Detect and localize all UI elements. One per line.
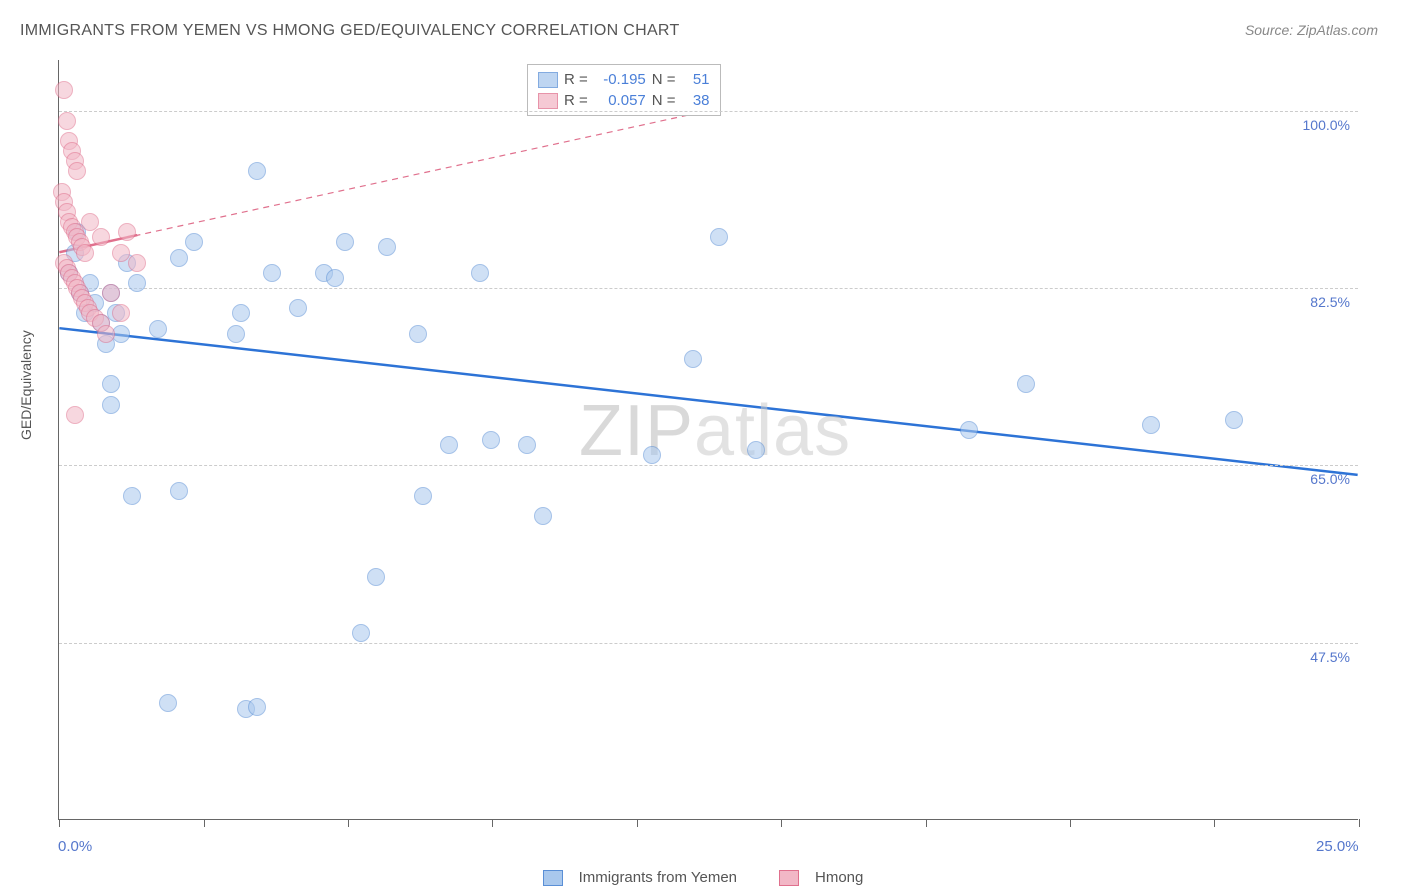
watermark-zip: ZIP	[579, 391, 694, 471]
y-tick-label: 82.5%	[1310, 294, 1350, 310]
gridline-h	[59, 465, 1358, 466]
legend-n-value: 38	[682, 92, 710, 109]
legend-label-yemen: Immigrants from Yemen	[579, 869, 737, 886]
scatter-plot-area: ZIPatlas R = -0.195 N = 51 R = 0.057 N =…	[58, 60, 1358, 820]
x-tick-label-max: 25.0%	[1316, 838, 1359, 855]
x-tick	[637, 819, 638, 827]
data-point-hmong	[76, 244, 94, 262]
x-tick	[348, 819, 349, 827]
data-point-yemen	[534, 507, 552, 525]
data-point-yemen	[747, 441, 765, 459]
data-point-yemen	[482, 431, 500, 449]
data-point-yemen	[1225, 411, 1243, 429]
x-tick-label-min: 0.0%	[58, 838, 92, 855]
x-tick	[1359, 819, 1360, 827]
data-point-hmong	[102, 284, 120, 302]
gridline-h	[59, 643, 1358, 644]
data-point-yemen	[710, 228, 728, 246]
data-point-yemen	[326, 269, 344, 287]
legend-swatch-hmong	[779, 870, 799, 886]
x-tick	[59, 819, 60, 827]
data-point-yemen	[263, 264, 281, 282]
x-tick	[204, 819, 205, 827]
data-point-yemen	[289, 299, 307, 317]
data-point-yemen	[128, 274, 146, 292]
data-point-hmong	[66, 406, 84, 424]
data-point-hmong	[55, 81, 73, 99]
y-tick-label: 100.0%	[1303, 117, 1350, 133]
legend-row-yemen: R = -0.195 N = 51	[538, 69, 710, 90]
data-point-yemen	[248, 162, 266, 180]
source-value: ZipAtlas.com	[1297, 22, 1378, 38]
data-point-yemen	[440, 436, 458, 454]
data-point-hmong	[128, 254, 146, 272]
data-point-yemen	[518, 436, 536, 454]
data-point-yemen	[1142, 416, 1160, 434]
x-tick	[1070, 819, 1071, 827]
data-point-yemen	[123, 487, 141, 505]
legend-n-value: 51	[682, 71, 710, 88]
data-point-yemen	[471, 264, 489, 282]
correlation-legend: R = -0.195 N = 51 R = 0.057 N = 38	[527, 64, 721, 116]
data-point-yemen	[336, 233, 354, 251]
legend-swatch	[538, 72, 558, 88]
data-point-yemen	[643, 446, 661, 464]
y-tick-label: 65.0%	[1310, 471, 1350, 487]
legend-swatch	[538, 93, 558, 109]
gridline-h	[59, 288, 1358, 289]
gridline-h	[59, 111, 1358, 112]
data-point-yemen	[414, 487, 432, 505]
legend-row-hmong: R = 0.057 N = 38	[538, 90, 710, 111]
chart-title: IMMIGRANTS FROM YEMEN VS HMONG GED/EQUIV…	[20, 22, 680, 40]
x-tick	[781, 819, 782, 827]
data-point-yemen	[352, 624, 370, 642]
data-point-yemen	[232, 304, 250, 322]
legend-r-value: -0.195	[594, 71, 646, 88]
source-attribution: Source: ZipAtlas.com	[1245, 22, 1378, 38]
data-point-hmong	[118, 223, 136, 241]
legend-label-hmong: Hmong	[815, 869, 863, 886]
series-legend: Immigrants from Yemen Hmong	[0, 869, 1406, 886]
data-point-hmong	[112, 304, 130, 322]
data-point-yemen	[102, 375, 120, 393]
data-point-yemen	[1017, 375, 1035, 393]
x-tick	[1214, 819, 1215, 827]
y-axis-title: GED/Equivalency	[18, 330, 34, 440]
data-point-yemen	[684, 350, 702, 368]
legend-swatch-yemen	[543, 870, 563, 886]
data-point-yemen	[378, 238, 396, 256]
data-point-yemen	[112, 325, 130, 343]
data-point-hmong	[92, 228, 110, 246]
legend-r-value: 0.057	[594, 92, 646, 109]
watermark: ZIPatlas	[579, 390, 851, 472]
data-point-hmong	[97, 325, 115, 343]
data-point-yemen	[170, 482, 188, 500]
watermark-atlas: atlas	[694, 391, 851, 471]
data-point-yemen	[248, 698, 266, 716]
data-point-hmong	[58, 112, 76, 130]
x-tick	[926, 819, 927, 827]
data-point-hmong	[68, 162, 86, 180]
data-point-yemen	[367, 568, 385, 586]
y-tick-label: 47.5%	[1310, 649, 1350, 665]
data-point-yemen	[170, 249, 188, 267]
data-point-yemen	[960, 421, 978, 439]
data-point-yemen	[149, 320, 167, 338]
x-tick	[492, 819, 493, 827]
data-point-yemen	[185, 233, 203, 251]
source-label: Source:	[1245, 22, 1293, 38]
data-point-yemen	[409, 325, 427, 343]
data-point-yemen	[159, 694, 177, 712]
data-point-yemen	[102, 396, 120, 414]
data-point-yemen	[227, 325, 245, 343]
